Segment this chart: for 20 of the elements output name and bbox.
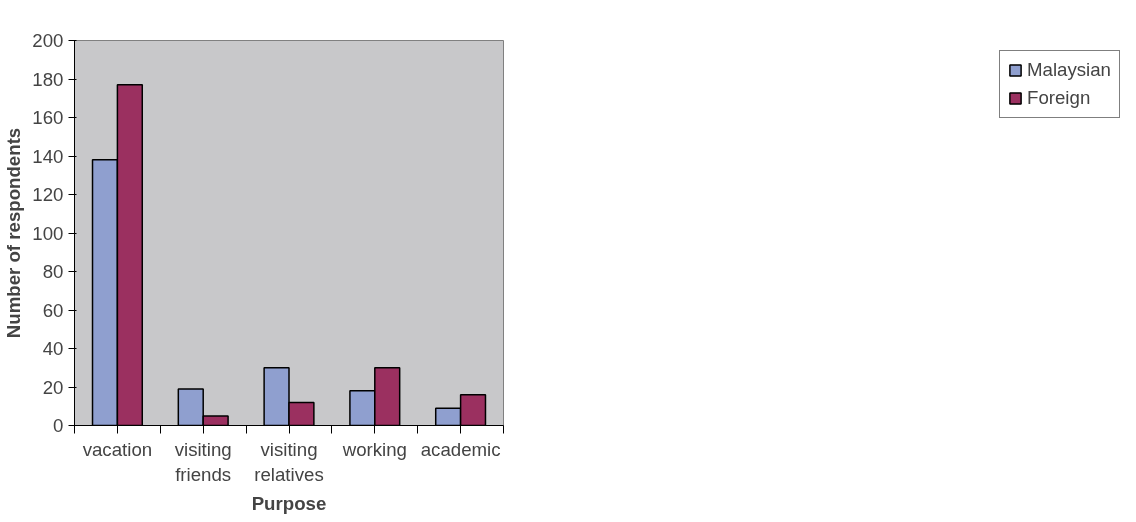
legend-label: Foreign — [1027, 87, 1091, 109]
y-tick-label: 0 — [53, 415, 64, 436]
x-tick-label: visiting relatives — [254, 438, 324, 485]
x-tick-label: visiting friends — [174, 438, 232, 485]
y-tick-label: 40 — [42, 338, 64, 359]
y-tick-label: 120 — [32, 184, 64, 205]
y-tick-label: 140 — [32, 145, 64, 167]
legend-label: Malaysian — [1027, 59, 1111, 81]
x-tick-label: academic — [420, 438, 501, 460]
y-tick-label: 80 — [42, 261, 64, 282]
y-tick-label: 100 — [32, 222, 64, 244]
x-axis-title: Purpose — [251, 492, 327, 514]
y-tick-label: 20 — [42, 376, 64, 398]
x-tick-label: vacation — [82, 438, 153, 460]
y-axis-title: Number of respondents — [3, 127, 25, 339]
y-tick-label: 60 — [42, 299, 64, 321]
x-tick-label: working — [341, 438, 407, 460]
y-tick-label: 200 — [32, 30, 64, 51]
y-tick-label: 180 — [32, 68, 64, 90]
y-tick-label: 160 — [32, 107, 64, 128]
